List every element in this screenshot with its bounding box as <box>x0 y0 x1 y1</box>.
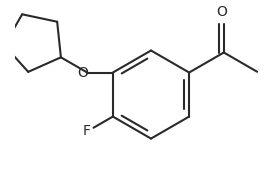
Text: O: O <box>216 5 227 19</box>
Text: O: O <box>77 65 88 80</box>
Text: F: F <box>83 124 91 138</box>
